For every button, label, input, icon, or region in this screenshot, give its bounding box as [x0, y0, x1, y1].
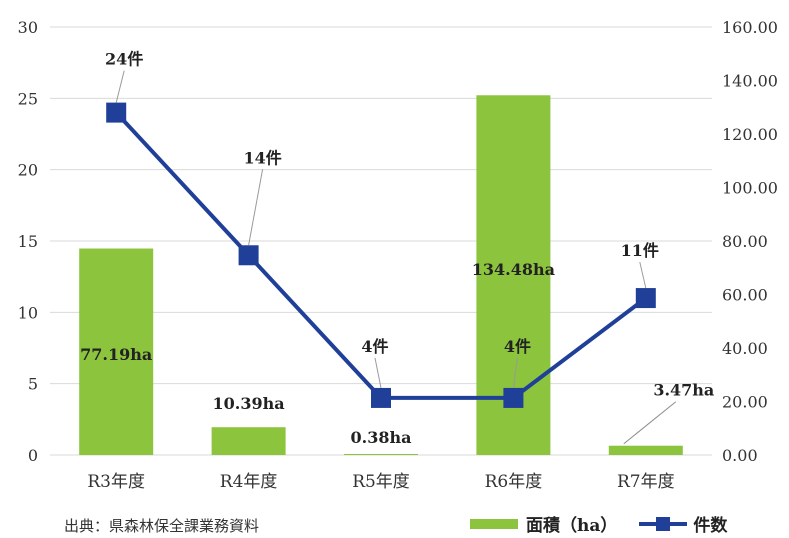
- x-axis-tick: R4年度: [220, 472, 278, 492]
- line-data-label: 11件: [621, 241, 659, 260]
- right-axis-tick: 80.00: [722, 232, 768, 251]
- right-axis-tick: 140.00: [722, 72, 778, 91]
- line-marker: [503, 387, 524, 408]
- left-axis-tick: 5: [28, 375, 38, 394]
- left-axis-tick: 0: [28, 446, 38, 465]
- x-axis-tick: R6年度: [485, 472, 543, 492]
- line-data-label: 24件: [105, 50, 143, 69]
- x-axis-tick: R5年度: [352, 472, 410, 492]
- bar-data-label: 0.38ha: [351, 428, 412, 447]
- left-axis-tick: 10: [18, 303, 38, 322]
- line-marker: [106, 102, 127, 123]
- right-axis-tick: 20.00: [722, 393, 768, 412]
- left-axis-tick: 15: [18, 232, 38, 251]
- leader-line: [639, 261, 647, 289]
- line-data-label: 14件: [243, 148, 281, 167]
- legend: 面積（ha） 件数: [470, 511, 727, 536]
- legend-bar-swatch: [470, 518, 518, 529]
- line-marker: [238, 245, 259, 266]
- leader-line: [248, 169, 264, 246]
- right-axis-tick: 0.00: [722, 446, 758, 465]
- left-axis-tick: 20: [18, 161, 38, 180]
- left-axis-tick: 30: [18, 18, 38, 37]
- line-data-label: 4件: [361, 337, 388, 356]
- right-axis-tick: 40.00: [722, 339, 768, 358]
- legend-bar-label: 面積（ha）: [526, 516, 618, 536]
- leader-line: [512, 357, 518, 388]
- bar-data-label: 10.39ha: [213, 394, 285, 413]
- right-axis-tick: 60.00: [722, 286, 768, 305]
- left-axis-tick: 25: [18, 89, 38, 108]
- leader-line: [374, 357, 382, 389]
- bar-data-label: 77.19ha: [80, 345, 152, 364]
- bar: [211, 427, 286, 455]
- bar-data-label: 134.48ha: [472, 260, 555, 279]
- right-axis-tick: 100.00: [722, 179, 778, 198]
- bar: [79, 248, 154, 455]
- leader-line: [623, 401, 677, 445]
- right-axis-tick: 160.00: [722, 18, 778, 37]
- bar: [344, 453, 418, 455]
- line-marker: [371, 387, 391, 408]
- source-note: 出典：県森林保全課業務資料: [64, 517, 260, 535]
- bar: [608, 445, 683, 455]
- legend-line-swatch: [639, 516, 688, 531]
- line-marker: [635, 288, 656, 309]
- line-data-label: 4件: [504, 337, 531, 356]
- bar-data-label: 3.47ha: [653, 381, 714, 400]
- leader-line: [115, 70, 125, 103]
- right-axis-tick: 120.00: [722, 125, 778, 144]
- legend-line-label: 件数: [693, 516, 728, 536]
- x-axis-tick: R3年度: [87, 472, 145, 492]
- x-axis-tick: R7年度: [617, 472, 675, 492]
